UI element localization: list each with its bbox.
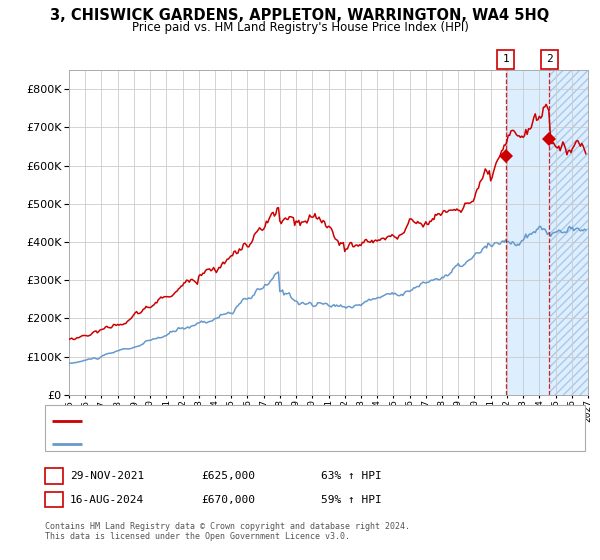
- Bar: [550, 70, 588, 395]
- Text: £625,000: £625,000: [201, 471, 255, 481]
- Text: 1: 1: [50, 471, 58, 481]
- Text: 1: 1: [502, 54, 509, 64]
- Text: 3, CHISWICK GARDENS, APPLETON, WARRINGTON, WA4 5HQ (detached house): 3, CHISWICK GARDENS, APPLETON, WARRINGTO…: [87, 417, 506, 426]
- Text: 63% ↑ HPI: 63% ↑ HPI: [321, 471, 382, 481]
- Text: 29-NOV-2021: 29-NOV-2021: [70, 471, 145, 481]
- Bar: [550, 70, 588, 395]
- Text: HPI: Average price, detached house, Warrington: HPI: Average price, detached house, Warr…: [87, 440, 374, 449]
- Text: £670,000: £670,000: [201, 494, 255, 505]
- Text: 3, CHISWICK GARDENS, APPLETON, WARRINGTON, WA4 5HQ: 3, CHISWICK GARDENS, APPLETON, WARRINGTO…: [50, 8, 550, 24]
- Bar: [506, 70, 550, 395]
- Text: Price paid vs. HM Land Registry's House Price Index (HPI): Price paid vs. HM Land Registry's House …: [131, 21, 469, 34]
- Text: Contains HM Land Registry data © Crown copyright and database right 2024.
This d: Contains HM Land Registry data © Crown c…: [45, 522, 410, 542]
- Text: 16-AUG-2024: 16-AUG-2024: [70, 494, 145, 505]
- Text: 59% ↑ HPI: 59% ↑ HPI: [321, 494, 382, 505]
- Text: 2: 2: [50, 494, 58, 505]
- Text: 2: 2: [546, 54, 553, 64]
